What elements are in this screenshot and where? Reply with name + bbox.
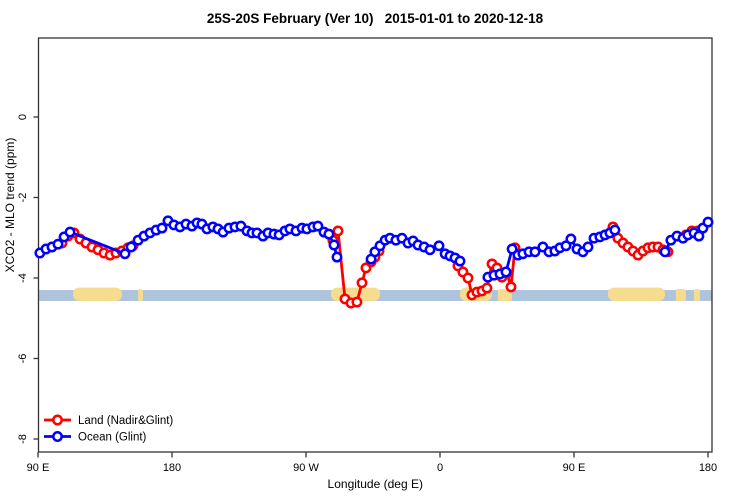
ocean-data-point — [565, 233, 577, 245]
y-tick-label: 0 — [17, 114, 29, 120]
x-tick-label: 90 W — [293, 462, 319, 474]
y-tick-label: -2 — [17, 193, 29, 203]
legend-label: Land (Nadir&Glint) — [78, 415, 173, 427]
land-patch — [138, 289, 143, 301]
land-data-point — [356, 277, 368, 289]
x-tick-label: 90 E — [27, 462, 50, 474]
ocean-data-point — [702, 216, 714, 228]
ocean-data-point — [125, 241, 137, 253]
ocean-data-point — [506, 243, 518, 255]
ocean-data-point — [454, 255, 466, 267]
ocean-data-point — [119, 248, 131, 260]
ocean-data-point — [529, 246, 541, 258]
ocean-data-point — [331, 251, 343, 263]
ocean-data-point — [693, 230, 705, 242]
ocean-data-point — [560, 240, 572, 252]
ocean-data-point — [52, 238, 64, 250]
land-patch — [693, 289, 700, 301]
land-data-point — [332, 225, 344, 237]
x-tick-label: 90 E — [563, 462, 586, 474]
legend-label: Ocean (Glint) — [78, 432, 147, 444]
legend-marker — [52, 431, 63, 442]
ocean-data-point — [582, 241, 594, 253]
chart-title: 25S-20S February (Ver 10) 2015-01-01 to … — [206, 11, 544, 26]
x-tick-label: 0 — [437, 462, 443, 474]
y-tick-label: -4 — [17, 273, 29, 283]
ocean-data-point — [659, 246, 671, 258]
ocean-data-point — [328, 239, 340, 251]
land-patch — [607, 287, 665, 301]
land-data-point — [505, 281, 517, 293]
ocean-data-point — [156, 222, 168, 234]
ocean-data-point — [64, 226, 76, 238]
x-tick-label: 180 — [163, 462, 181, 474]
x-axis-title: Longitude (deg E) — [328, 477, 423, 491]
land-patch — [497, 289, 513, 301]
land-data-point — [351, 296, 363, 308]
ocean-data-point — [500, 266, 512, 278]
land-data-point — [462, 272, 474, 284]
ocean-data-point — [609, 224, 621, 236]
land-patch — [72, 287, 122, 301]
ocean-data-point — [424, 244, 436, 256]
x-tick-label: 180 — [699, 462, 717, 474]
legend-marker — [52, 414, 63, 426]
y-tick-label: -6 — [17, 354, 29, 364]
ocean-data-point — [433, 240, 445, 252]
land-patch — [675, 289, 686, 301]
plot-box — [37, 37, 713, 453]
y-axis-title: XCO2 - MLO trend (ppm) — [3, 138, 17, 273]
y-tick-label: -8 — [17, 434, 29, 444]
ocean-data-point — [312, 220, 324, 232]
land-data-point — [481, 282, 493, 294]
ocean-data-point — [323, 228, 335, 240]
